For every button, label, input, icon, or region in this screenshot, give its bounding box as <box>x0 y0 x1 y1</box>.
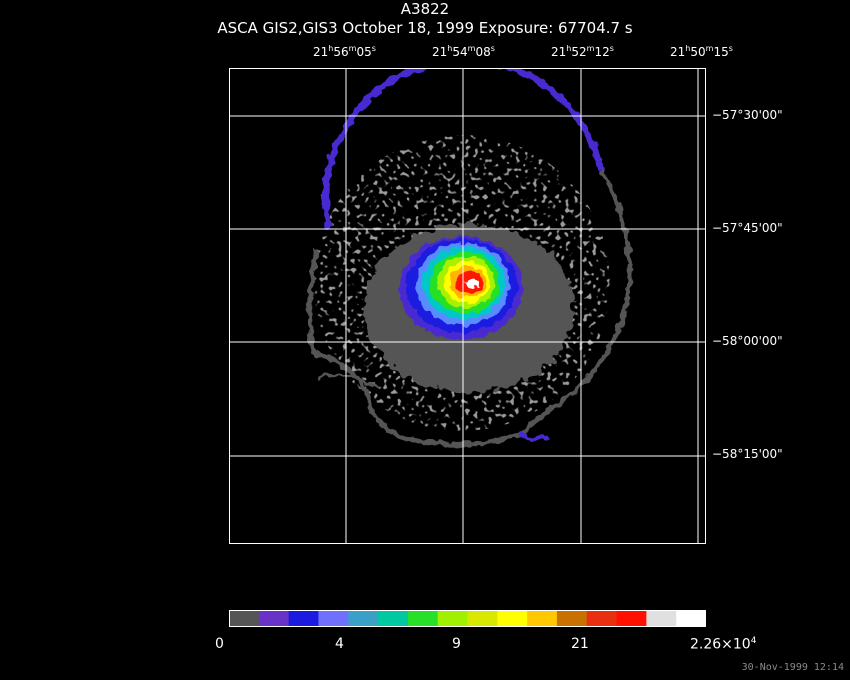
colorbar-swatch <box>348 610 379 627</box>
ra-label-2: 21h54m08s <box>432 44 495 59</box>
detector-ring <box>307 68 633 447</box>
xray-image-frame <box>229 68 706 544</box>
dec-label-3: −58°00'00" <box>712 334 783 348</box>
timestamp: 30-Nov-1999 12:14 <box>741 662 844 673</box>
dec-label-2: −57°45'00" <box>712 221 783 235</box>
colorbar <box>229 610 706 627</box>
ra-label-4: 21h50m15s <box>670 44 733 59</box>
object-title: A3822 <box>400 0 450 18</box>
colorbar-swatch <box>527 610 558 627</box>
ra-label-3: 21h52m12s <box>551 44 614 59</box>
colorbar-swatch <box>407 610 439 627</box>
colorbar-swatch <box>676 610 706 627</box>
dec-label-4: −58°15'00" <box>712 447 783 461</box>
colorbar-label-4: 4 <box>335 636 344 652</box>
colorbar-label-21: 21 <box>571 636 589 652</box>
dec-label-1: −57°30'00" <box>712 108 783 122</box>
colorbar-swatch <box>318 610 349 627</box>
colorbar-swatch <box>586 610 618 627</box>
coordinate-grid <box>229 68 706 544</box>
colorbar-label-max: 2.26×104 <box>690 636 757 653</box>
cluster-emission <box>364 223 574 393</box>
colorbar-label-9: 9 <box>452 636 461 652</box>
colorbar-swatch <box>437 610 468 627</box>
colorbar-swatch <box>378 610 409 627</box>
colorbar-swatch <box>646 610 677 627</box>
ra-label-1: 21h56m05s <box>313 44 376 59</box>
colorbar-swatch <box>556 610 588 627</box>
colorbar-swatch <box>229 610 260 627</box>
colorbar-swatch <box>616 610 647 627</box>
colorbar-border <box>229 610 706 627</box>
colorbar-label-0: 0 <box>215 636 224 652</box>
colorbar-swatch <box>497 610 528 627</box>
colorbar-swatch <box>467 610 498 627</box>
colorbar-swatch <box>288 610 319 627</box>
observation-subtitle: ASCA GIS2,GIS3 October 18, 1999 Exposure… <box>217 19 633 37</box>
colorbar-swatch <box>258 610 290 627</box>
